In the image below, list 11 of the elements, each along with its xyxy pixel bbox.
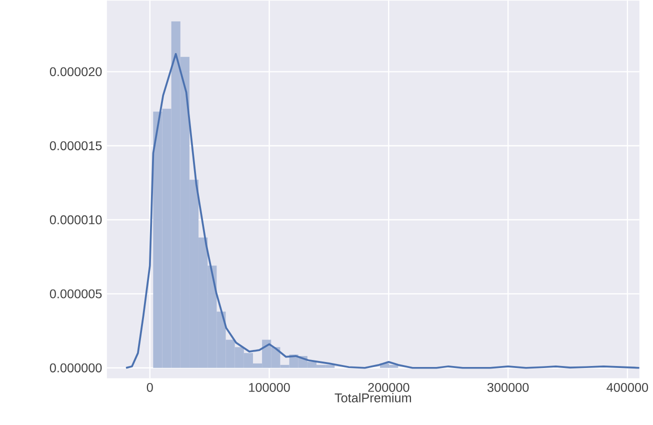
y-tick-label: 0.000015 bbox=[50, 141, 102, 150]
x-axis-title: TotalPremium bbox=[334, 392, 411, 402]
y-tick-label: 0.000005 bbox=[50, 289, 102, 298]
x-tick-label: 400000 bbox=[606, 382, 648, 392]
x-tick-label: 300000 bbox=[487, 382, 529, 392]
y-tick-label: 0.000000 bbox=[50, 363, 102, 372]
y-tick-label: 0.000010 bbox=[50, 215, 102, 224]
y-tick-label: 0.000020 bbox=[50, 67, 102, 76]
x-tick-label: 100000 bbox=[249, 382, 290, 392]
x-tick-label: 200000 bbox=[368, 382, 410, 392]
x-tick-label: 0 bbox=[146, 382, 153, 392]
